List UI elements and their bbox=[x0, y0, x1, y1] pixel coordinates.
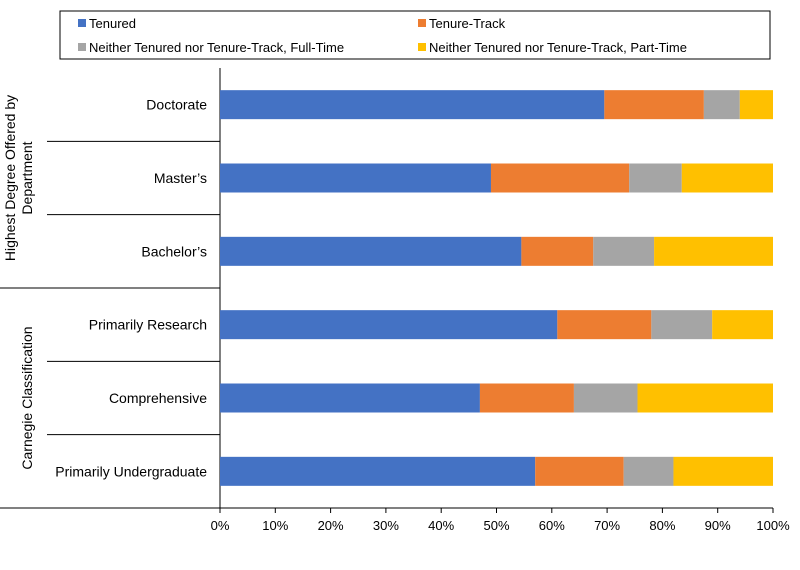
group-label-highest-degree-offered-by-department: Highest Degree Offered by Department bbox=[2, 95, 35, 261]
group-label-line: Highest Degree Offered by bbox=[2, 95, 18, 261]
bar-bachelor-s-neither-tenured-nor-tenure-track-full-time bbox=[593, 236, 655, 266]
legend-label: Neither Tenured nor Tenure-Track, Part-T… bbox=[429, 40, 687, 55]
bar-comprehensive-tenured bbox=[220, 383, 480, 413]
legend-swatch bbox=[78, 19, 86, 27]
group-label-line: Carnegie Classification bbox=[19, 326, 35, 469]
bar-master-s-neither-tenured-nor-tenure-track-full-time bbox=[629, 163, 682, 193]
bar-comprehensive-neither-tenured-nor-tenure-track-full-time bbox=[573, 383, 638, 413]
legend-label: Neither Tenured nor Tenure-Track, Full-T… bbox=[89, 40, 344, 55]
bar-doctorate-neither-tenured-nor-tenure-track-part-time bbox=[739, 90, 773, 120]
category-labels: Doctorate Master’s Bachelor’s Primarily Res… bbox=[55, 97, 207, 480]
bar-primarily-undergraduate-tenured bbox=[220, 456, 536, 486]
x-axis-tick-labels: 0% 10% 20% 30% 40% 50% 60% 70% 80% 90% 100% bbox=[211, 518, 790, 533]
x-axis-ticks bbox=[219, 508, 774, 513]
bar-doctorate-tenure-track bbox=[604, 90, 704, 120]
legend-swatch bbox=[418, 19, 426, 27]
x-tick-label: 80% bbox=[649, 518, 675, 533]
group-label-line: Department bbox=[19, 141, 35, 214]
bar-doctorate-tenured bbox=[220, 90, 605, 120]
bars bbox=[220, 90, 773, 486]
legend: Tenured Tenure-Track Neither Tenured nor T… bbox=[78, 16, 687, 55]
bar-primarily-undergraduate-neither-tenured-nor-tenure-track-full-time bbox=[623, 456, 674, 486]
legend-swatch bbox=[418, 43, 426, 51]
bar-bachelor-s-neither-tenured-nor-tenure-track-part-time bbox=[654, 236, 773, 266]
x-tick-label: 20% bbox=[318, 518, 344, 533]
bar-comprehensive-tenure-track bbox=[479, 383, 574, 413]
x-tick-label: 10% bbox=[262, 518, 288, 533]
legend-item-neither-tenured-nor-tenure-track-full-time: Neither Tenured nor Tenure-Track, Full-T… bbox=[78, 40, 344, 55]
bar-primarily-research-tenured bbox=[220, 310, 558, 340]
x-tick-label: 70% bbox=[594, 518, 620, 533]
legend-box bbox=[59, 10, 771, 60]
category-label-comprehensive: Comprehensive bbox=[109, 390, 207, 406]
bar-primarily-undergraduate-neither-tenured-nor-tenure-track-part-time bbox=[673, 456, 773, 486]
category-label-bachelor-s: Bachelor’s bbox=[141, 243, 207, 259]
x-tick-label: 100% bbox=[756, 518, 790, 533]
bar-master-s-tenured bbox=[220, 163, 491, 193]
legend-item-tenure-track: Tenure-Track bbox=[418, 16, 506, 31]
x-tick-label: 0% bbox=[211, 518, 230, 533]
bar-bachelor-s-tenure-track bbox=[521, 236, 594, 266]
bar-doctorate-neither-tenured-nor-tenure-track-full-time bbox=[703, 90, 740, 120]
x-tick-label: 90% bbox=[705, 518, 731, 533]
x-tick-label: 30% bbox=[373, 518, 399, 533]
legend-item-neither-tenured-nor-tenure-track-part-time: Neither Tenured nor Tenure-Track, Part-T… bbox=[418, 40, 687, 55]
bar-primarily-undergraduate-tenure-track bbox=[535, 456, 624, 486]
x-tick-label: 40% bbox=[428, 518, 454, 533]
bar-master-s-neither-tenured-nor-tenure-track-part-time bbox=[681, 163, 773, 193]
legend-item-tenured: Tenured bbox=[78, 16, 136, 31]
bar-master-s-tenure-track bbox=[490, 163, 630, 193]
bar-primarily-research-neither-tenured-nor-tenure-track-full-time bbox=[651, 310, 713, 340]
group-label-carnegie-classification: Carnegie Classification bbox=[19, 326, 35, 469]
legend-label: Tenure-Track bbox=[429, 16, 506, 31]
category-label-master-s: Master’s bbox=[154, 170, 207, 186]
bar-comprehensive-neither-tenured-nor-tenure-track-part-time bbox=[637, 383, 773, 413]
category-separators bbox=[0, 140, 220, 436]
legend-label: Tenured bbox=[89, 16, 136, 31]
legend-swatch bbox=[78, 43, 86, 51]
category-label-doctorate: Doctorate bbox=[146, 97, 207, 113]
category-label-primarily-research: Primarily Research bbox=[89, 317, 207, 333]
bar-bachelor-s-tenured bbox=[220, 236, 522, 266]
x-tick-label: 60% bbox=[539, 518, 565, 533]
bar-primarily-research-neither-tenured-nor-tenure-track-part-time bbox=[712, 310, 773, 340]
group-labels: Highest Degree Offered by Department Carne… bbox=[2, 95, 35, 470]
x-tick-label: 50% bbox=[483, 518, 509, 533]
bar-primarily-research-tenure-track bbox=[557, 310, 652, 340]
category-label-primarily-undergraduate: Primarily Undergraduate bbox=[55, 463, 207, 479]
